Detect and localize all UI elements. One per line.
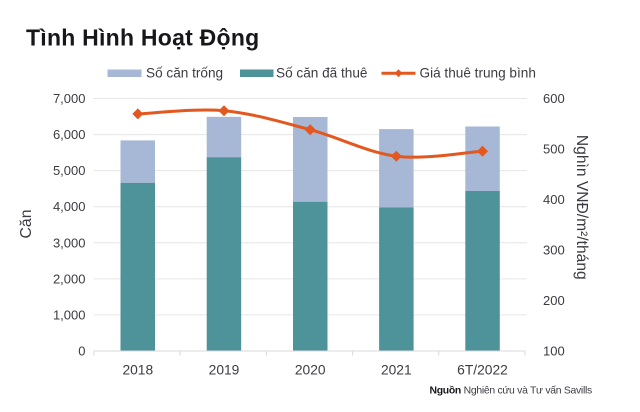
svg-text:600: 600 [543, 91, 565, 106]
svg-text:Số căn đã thuê: Số căn đã thuê [276, 66, 367, 81]
svg-text:500: 500 [543, 142, 565, 157]
svg-text:5,000: 5,000 [53, 163, 86, 178]
svg-text:2021: 2021 [381, 363, 412, 378]
svg-text:2018: 2018 [122, 363, 153, 378]
svg-text:Giá thuê trung bình: Giá thuê trung bình [420, 66, 536, 81]
svg-text:Nguồn Nghiên cứu và Tư vấn Sav: Nguồn Nghiên cứu và Tư vấn Savills [430, 385, 593, 397]
svg-text:1,000: 1,000 [53, 307, 86, 322]
svg-text:2020: 2020 [295, 363, 326, 378]
svg-text:0: 0 [78, 344, 85, 359]
svg-text:200: 200 [543, 293, 565, 308]
svg-text:2,000: 2,000 [53, 271, 86, 286]
svg-text:6T/2022: 6T/2022 [457, 363, 508, 378]
svg-text:2019: 2019 [209, 363, 240, 378]
svg-text:7,000: 7,000 [53, 91, 86, 106]
svg-text:4,000: 4,000 [53, 199, 86, 214]
svg-text:Tình Hình Hoạt Động: Tình Hình Hoạt Động [26, 25, 259, 51]
svg-text:400: 400 [543, 192, 565, 207]
svg-text:100: 100 [543, 344, 565, 359]
svg-text:300: 300 [543, 243, 565, 258]
svg-text:6,000: 6,000 [53, 127, 86, 142]
svg-text:Nghìn VNĐ/m²/tháng: Nghìn VNĐ/m²/tháng [573, 135, 590, 280]
svg-text:3,000: 3,000 [53, 235, 86, 250]
svg-text:Căn: Căn [18, 210, 35, 239]
svg-text:Số căn trống: Số căn trống [146, 66, 223, 81]
